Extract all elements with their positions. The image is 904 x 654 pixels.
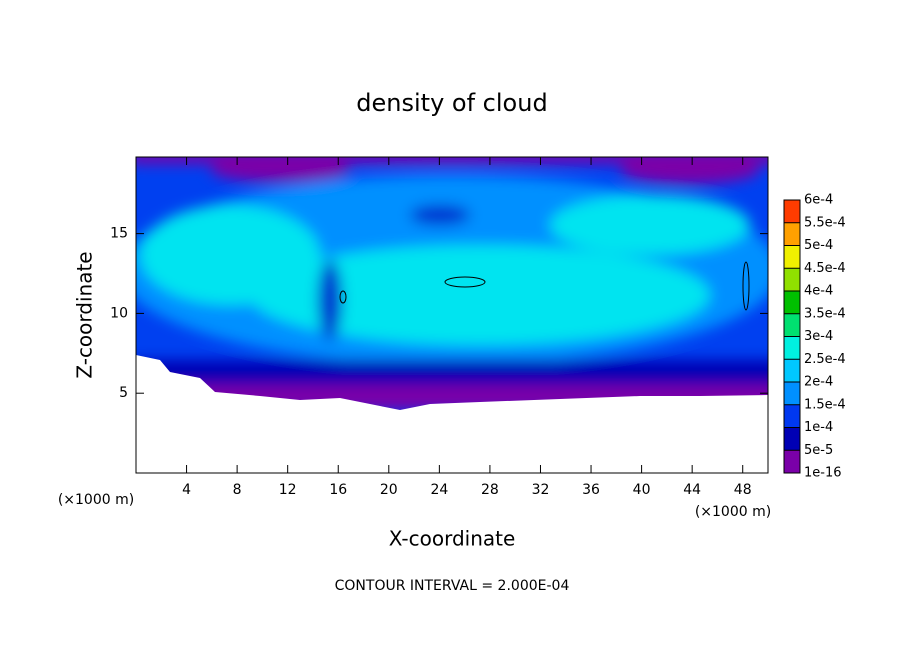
contour-field <box>136 157 768 473</box>
x-tick-label: 16 <box>329 482 347 498</box>
chart-title: density of cloud <box>356 89 547 117</box>
colorbar-label: 1e-16 <box>804 466 842 481</box>
plot-frame <box>135 156 769 474</box>
footnote: CONTOUR INTERVAL = 2.000E-04 <box>335 578 570 594</box>
colorbar-label: 6e-4 <box>804 193 833 208</box>
x-tick-label: 4 <box>182 482 191 498</box>
x-tick-label: 40 <box>633 482 651 498</box>
y-tick-label: 10 <box>110 305 128 321</box>
x-tick-label: 24 <box>430 482 448 498</box>
x-unit-label: (×1000 m) <box>695 504 771 520</box>
colorbar-label: 3.5e-4 <box>804 306 846 321</box>
y-axis-label: Z-coordinate <box>73 251 97 378</box>
x-axis-label: X-coordinate <box>389 527 516 551</box>
colorbar-band <box>784 291 800 314</box>
colorbar-label: 4.5e-4 <box>804 261 846 276</box>
y-tick-label: 15 <box>110 226 128 242</box>
x-tick-label: 36 <box>582 482 600 498</box>
colorbar-band <box>784 382 800 405</box>
colorbar-label: 2e-4 <box>804 375 833 390</box>
x-tick-label: 20 <box>380 482 398 498</box>
x-tick-label: 28 <box>481 482 499 498</box>
colorbar-label: 2.5e-4 <box>804 352 846 367</box>
colorbar-band <box>784 268 800 291</box>
colorbar-band <box>784 404 800 428</box>
colorbar-band <box>784 222 800 246</box>
colorbar-band <box>784 359 800 382</box>
colorbar-band <box>784 427 800 451</box>
x-tick-label: 12 <box>279 482 297 498</box>
y-unit-label: (×1000 m) <box>58 492 134 508</box>
colorbar-band <box>784 336 800 360</box>
x-tick-label: 8 <box>233 482 242 498</box>
colorbar-band <box>784 245 800 269</box>
colorbar-label: 5e-4 <box>804 238 833 253</box>
x-tick-label: 44 <box>683 482 701 498</box>
colorbar-band <box>784 200 800 223</box>
colorbar-band <box>784 313 800 337</box>
colorbar-label: 1.5e-4 <box>804 397 846 412</box>
x-tick-label: 32 <box>532 482 550 498</box>
x-tick-label: 48 <box>734 482 752 498</box>
colorbar-band <box>784 450 800 473</box>
colorbar-label: 3e-4 <box>804 329 833 344</box>
colorbar-label: 5e-5 <box>804 443 833 458</box>
colorbar-label: 4e-4 <box>804 284 833 299</box>
colorbar-label: 5.5e-4 <box>804 215 846 230</box>
colorbar-label: 1e-4 <box>804 420 833 435</box>
y-tick-label: 5 <box>119 385 128 401</box>
